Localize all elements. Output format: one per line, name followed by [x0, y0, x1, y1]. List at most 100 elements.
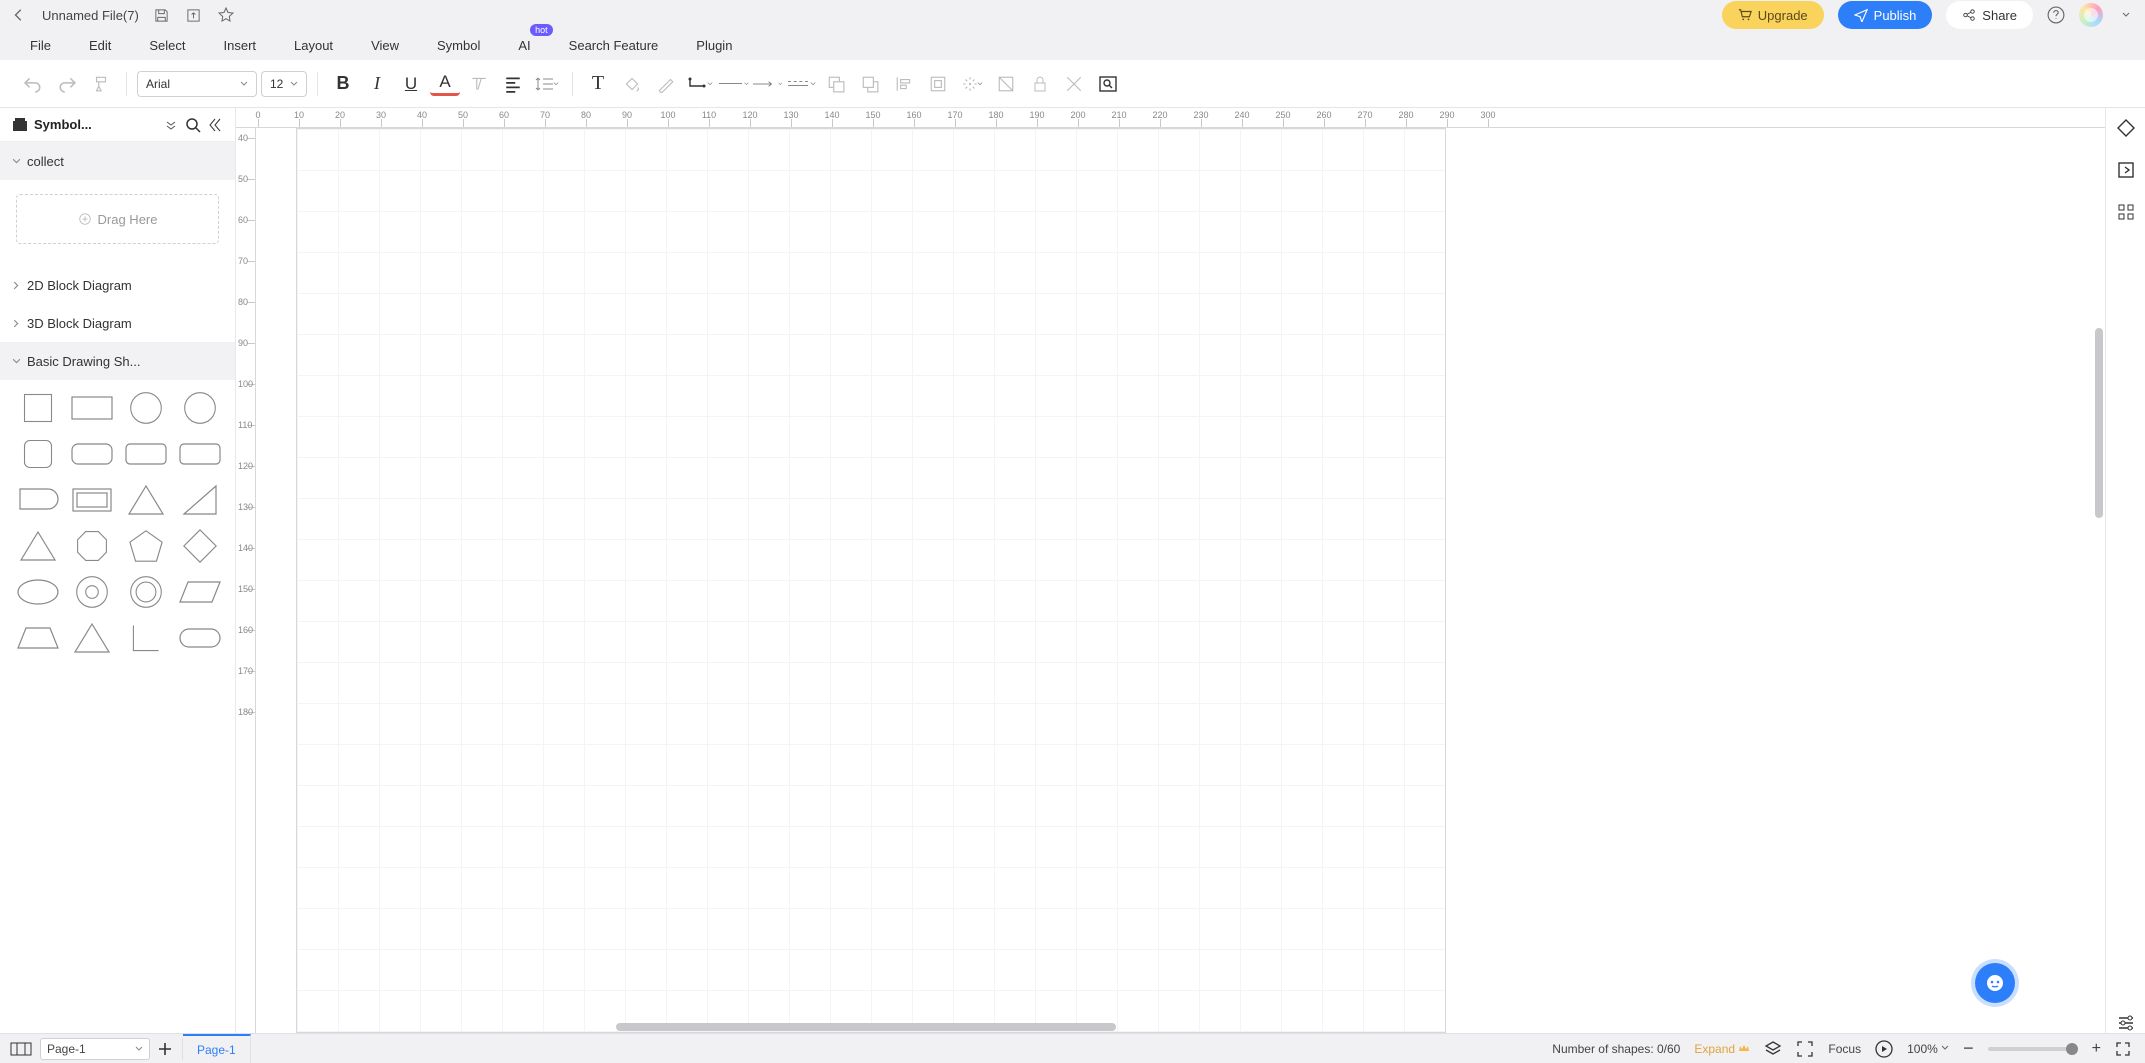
shape-trapezoid[interactable] [14, 618, 62, 658]
search-icon[interactable] [185, 117, 201, 133]
star-icon[interactable] [217, 6, 235, 24]
pages-icon[interactable] [10, 1041, 32, 1057]
page-tab[interactable]: Page-1 [183, 1034, 251, 1063]
shape-double-circle[interactable] [122, 572, 170, 612]
shape-round-half[interactable] [14, 480, 62, 520]
send-back-icon[interactable] [855, 69, 885, 99]
back-icon[interactable] [10, 6, 28, 24]
tools-icon[interactable] [1059, 69, 1089, 99]
vertical-scrollbar[interactable] [2095, 328, 2103, 518]
chat-fab[interactable] [1975, 963, 2015, 1003]
menu-edit[interactable]: Edit [89, 38, 111, 53]
shape-triangle-3[interactable] [68, 618, 116, 658]
share-button[interactable]: Share [1946, 1, 2033, 29]
bring-front-icon[interactable] [821, 69, 851, 99]
menu-select[interactable]: Select [149, 38, 185, 53]
underline-icon[interactable]: U [396, 69, 426, 99]
format-painter-icon[interactable] [86, 69, 116, 99]
shape-frame[interactable] [68, 480, 116, 520]
shape-pill[interactable] [176, 618, 224, 658]
find-replace-icon[interactable] [1093, 69, 1123, 99]
connector-icon[interactable] [685, 69, 715, 99]
more-icon[interactable] [163, 117, 179, 133]
focus-icon[interactable] [1796, 1040, 1814, 1058]
zoom-value[interactable]: 100% [1907, 1042, 1949, 1056]
distribute-icon[interactable] [957, 69, 987, 99]
align-icon[interactable] [498, 69, 528, 99]
play-icon[interactable] [1875, 1040, 1893, 1058]
export-panel-icon[interactable] [2116, 160, 2136, 180]
italic-icon[interactable]: I [362, 69, 392, 99]
fullscreen-icon[interactable] [2115, 1041, 2131, 1057]
section-3d[interactable]: 3D Block Diagram [0, 304, 235, 342]
horizontal-scrollbar[interactable] [616, 1023, 1116, 1031]
line-spacing-icon[interactable] [532, 69, 562, 99]
shape-corner[interactable] [122, 618, 170, 658]
shape-triangle[interactable] [122, 480, 170, 520]
line-style-icon[interactable] [719, 69, 749, 99]
zoom-in-icon[interactable]: + [2092, 1040, 2101, 1058]
shape-donut[interactable] [68, 572, 116, 612]
collapse-icon[interactable] [207, 117, 223, 133]
menu-plugin[interactable]: Plugin [696, 38, 732, 53]
shape-rounded-square[interactable] [14, 434, 62, 474]
settings-strip-icon[interactable] [2116, 1013, 2136, 1033]
avatar[interactable] [2079, 3, 2103, 27]
shape-square[interactable] [14, 388, 62, 428]
shape-rectangle[interactable] [68, 388, 116, 428]
font-size-select[interactable]: 12 [261, 71, 307, 97]
align-objects-icon[interactable] [889, 69, 919, 99]
group-icon[interactable] [923, 69, 953, 99]
shape-right-triangle[interactable] [176, 480, 224, 520]
drag-here-zone[interactable]: Drag Here [16, 194, 219, 244]
undo-icon[interactable] [18, 69, 48, 99]
shape-circle-2[interactable] [176, 388, 224, 428]
theme-icon[interactable] [2116, 118, 2136, 138]
page-select[interactable]: Page-1 [40, 1038, 150, 1060]
publish-button[interactable]: Publish [1838, 1, 1933, 29]
upgrade-button[interactable]: Upgrade [1722, 1, 1824, 29]
shape-triangle-2[interactable] [14, 526, 62, 566]
menu-insert[interactable]: Insert [224, 38, 257, 53]
help-icon[interactable] [2047, 6, 2065, 24]
section-2d[interactable]: 2D Block Diagram [0, 266, 235, 304]
crop-icon[interactable] [991, 69, 1021, 99]
avatar-chevron-icon[interactable] [2117, 6, 2135, 24]
expand-link[interactable]: Expand [1694, 1042, 1750, 1056]
section-basic[interactable]: Basic Drawing Sh... [0, 342, 235, 380]
shape-circle[interactable] [122, 388, 170, 428]
redo-icon[interactable] [52, 69, 82, 99]
zoom-slider[interactable] [1988, 1047, 2078, 1051]
section-collect[interactable]: collect [0, 142, 235, 180]
shape-rounded-rect[interactable] [68, 434, 116, 474]
zoom-out-icon[interactable]: − [1963, 1038, 1974, 1059]
shape-rounded-rect-2[interactable] [122, 434, 170, 474]
layers-icon[interactable] [1764, 1040, 1782, 1058]
export-icon[interactable] [185, 6, 203, 24]
shape-parallelogram[interactable] [176, 572, 224, 612]
shape-octagon[interactable] [68, 526, 116, 566]
text-tool-icon[interactable]: T [583, 69, 613, 99]
text-color-icon[interactable]: A [430, 72, 460, 96]
fill-icon[interactable] [617, 69, 647, 99]
menu-search[interactable]: Search Feature [569, 38, 659, 53]
add-page-icon[interactable] [158, 1042, 172, 1056]
menu-file[interactable]: File [30, 38, 51, 53]
menu-ai[interactable]: AI hot [518, 38, 530, 53]
lock-icon[interactable] [1025, 69, 1055, 99]
shape-ellipse[interactable] [14, 572, 62, 612]
save-icon[interactable] [153, 6, 171, 24]
bold-icon[interactable]: B [328, 69, 358, 99]
canvas[interactable] [256, 128, 2105, 1033]
menu-view[interactable]: View [371, 38, 399, 53]
arrow-style-icon[interactable] [753, 69, 783, 99]
apps-icon[interactable] [2116, 202, 2136, 222]
font-select[interactable]: Arial [137, 71, 257, 97]
shape-diamond[interactable] [176, 526, 224, 566]
shape-rounded-rect-3[interactable] [176, 434, 224, 474]
shape-pentagon[interactable] [122, 526, 170, 566]
menu-layout[interactable]: Layout [294, 38, 333, 53]
stroke-color-icon[interactable] [651, 69, 681, 99]
clear-format-icon[interactable] [464, 69, 494, 99]
dash-style-icon[interactable] [787, 69, 817, 99]
